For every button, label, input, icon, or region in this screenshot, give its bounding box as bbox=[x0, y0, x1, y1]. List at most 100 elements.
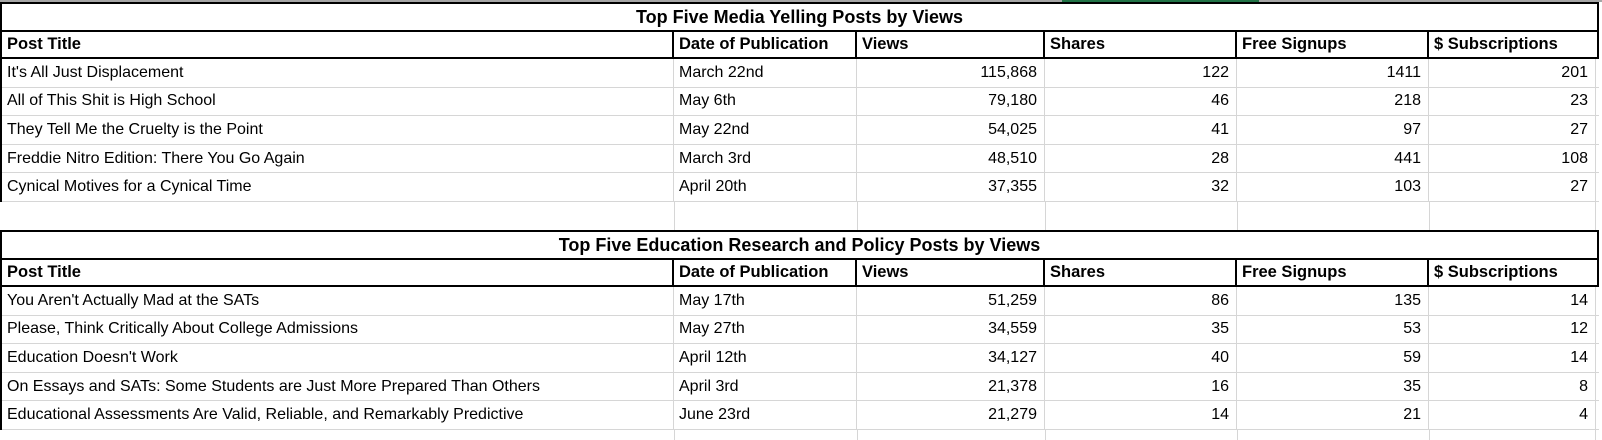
table-title-cell[interactable]: Top Five Education Research and Policy P… bbox=[0, 230, 1599, 260]
table-row: Educational Assessments Are Valid, Relia… bbox=[2, 401, 1599, 430]
cell-shares[interactable]: 14 bbox=[1045, 401, 1237, 429]
cell-date-of-publication[interactable]: March 3rd bbox=[674, 144, 857, 173]
cell-subscriptions[interactable]: 4 bbox=[1429, 401, 1596, 429]
cell-views[interactable]: 21,378 bbox=[857, 372, 1045, 401]
cell-post-title[interactable]: Education Doesn't Work bbox=[2, 344, 674, 372]
cell-subscriptions[interactable]: 14 bbox=[1429, 287, 1596, 315]
table-title-cell[interactable]: Top Five Media Yelling Posts by Views bbox=[0, 2, 1599, 32]
cell-free-signups[interactable]: 53 bbox=[1237, 315, 1429, 344]
cell-views[interactable]: 79,180 bbox=[857, 87, 1045, 116]
header-cell-subscriptions[interactable]: $ Subscriptions bbox=[1434, 35, 1558, 53]
table-row: On Essays and SATs: Some Students are Ju… bbox=[2, 372, 1599, 402]
table-row: Cynical Motives for a Cynical Time April … bbox=[2, 173, 1599, 202]
cell-shares[interactable]: 32 bbox=[1045, 173, 1237, 201]
cell-views[interactable]: 48,510 bbox=[857, 144, 1045, 173]
posts-table: Top Five Education Research and Policy P… bbox=[0, 230, 1599, 430]
cell-views[interactable]: 51,259 bbox=[857, 287, 1045, 315]
gridline bbox=[674, 430, 675, 440]
cell-post-title[interactable]: You Aren't Actually Mad at the SATs bbox=[2, 287, 674, 315]
cell-shares[interactable]: 28 bbox=[1045, 144, 1237, 173]
empty-sheet-row bbox=[0, 430, 1602, 440]
cell-views[interactable]: 34,559 bbox=[857, 315, 1045, 344]
header-cell-free-signups[interactable]: Free Signups bbox=[1237, 260, 1429, 285]
table-rows: You Aren't Actually Mad at the SATs May 1… bbox=[0, 287, 1599, 430]
cell-views[interactable]: 37,355 bbox=[857, 173, 1045, 201]
cell-subscriptions[interactable]: 27 bbox=[1429, 173, 1596, 201]
cell-date-of-publication[interactable]: May 6th bbox=[674, 87, 857, 116]
header-cell-views[interactable]: Views bbox=[857, 32, 1045, 57]
header-cell-shares[interactable]: Shares bbox=[1045, 32, 1237, 57]
cell-free-signups[interactable]: 1411 bbox=[1237, 59, 1429, 87]
gridline bbox=[857, 202, 858, 230]
cell-subscriptions[interactable]: 12 bbox=[1429, 315, 1596, 344]
cell-subscriptions[interactable]: 8 bbox=[1429, 372, 1596, 401]
cell-post-title[interactable]: Please, Think Critically About College A… bbox=[2, 315, 674, 344]
cell-free-signups[interactable]: 135 bbox=[1237, 287, 1429, 315]
gridline bbox=[1595, 430, 1596, 440]
cell-post-title[interactable]: It's All Just Displacement bbox=[2, 59, 674, 87]
cell-date-of-publication[interactable]: April 20th bbox=[674, 173, 857, 201]
cell-shares[interactable]: 46 bbox=[1045, 87, 1237, 116]
table-rows: It's All Just Displacement March 22nd 115,… bbox=[0, 59, 1599, 202]
cell-free-signups[interactable]: 218 bbox=[1237, 87, 1429, 116]
cell-free-signups[interactable]: 21 bbox=[1237, 401, 1429, 429]
header-cell-post-title[interactable]: Post Title bbox=[2, 32, 674, 57]
table-row: All of This Shit is High School May 6th 79… bbox=[2, 87, 1599, 117]
cell-views[interactable]: 54,025 bbox=[857, 116, 1045, 144]
gridline bbox=[1045, 202, 1046, 230]
cell-shares[interactable]: 35 bbox=[1045, 315, 1237, 344]
cell-subscriptions[interactable]: 14 bbox=[1429, 344, 1596, 372]
table-row: You Aren't Actually Mad at the SATs May 1… bbox=[2, 287, 1599, 316]
selection-border-segment bbox=[1062, 0, 1259, 3]
cell-shares[interactable]: 40 bbox=[1045, 344, 1237, 372]
cell-post-title[interactable]: Cynical Motives for a Cynical Time bbox=[2, 173, 674, 201]
table-row: Please, Think Critically About College A… bbox=[2, 315, 1599, 345]
cell-free-signups[interactable]: 97 bbox=[1237, 116, 1429, 144]
cell-date-of-publication[interactable]: April 3rd bbox=[674, 372, 857, 401]
cell-subscriptions[interactable]: 108 bbox=[1429, 144, 1596, 173]
cell-views[interactable]: 115,868 bbox=[857, 59, 1045, 87]
cell-shares[interactable]: 16 bbox=[1045, 372, 1237, 401]
cell-free-signups[interactable]: 35 bbox=[1237, 372, 1429, 401]
gridline bbox=[1237, 202, 1238, 230]
header-cell-shares[interactable]: Shares bbox=[1045, 260, 1237, 285]
header-cell-date-of-publication[interactable]: Date of Publication bbox=[674, 32, 857, 57]
cell-free-signups[interactable]: 441 bbox=[1237, 144, 1429, 173]
gridline bbox=[1429, 202, 1430, 230]
header-cell-subscriptions[interactable]: $ Subscriptions bbox=[1434, 263, 1558, 281]
header-cell-date-of-publication[interactable]: Date of Publication bbox=[674, 260, 857, 285]
cell-views[interactable]: 21,279 bbox=[857, 401, 1045, 429]
cell-shares[interactable]: 122 bbox=[1045, 59, 1237, 87]
posts-table: Top Five Media Yelling Posts by Views Po… bbox=[0, 2, 1599, 202]
cell-post-title[interactable]: On Essays and SATs: Some Students are Ju… bbox=[2, 372, 674, 401]
gridline bbox=[674, 202, 675, 230]
cell-post-title[interactable]: Educational Assessments Are Valid, Relia… bbox=[2, 401, 674, 429]
cell-views[interactable]: 34,127 bbox=[857, 344, 1045, 372]
cell-shares[interactable]: 41 bbox=[1045, 116, 1237, 144]
cell-post-title[interactable]: Freddie Nitro Edition: There You Go Agai… bbox=[2, 144, 674, 173]
cell-subscriptions[interactable]: 201 bbox=[1429, 59, 1596, 87]
cell-post-title[interactable]: They Tell Me the Cruelty is the Point bbox=[2, 116, 674, 144]
cell-subscriptions[interactable]: 27 bbox=[1429, 116, 1596, 144]
table-title: Top Five Media Yelling Posts by Views bbox=[635, 6, 964, 27]
cell-post-title[interactable]: All of This Shit is High School bbox=[2, 87, 674, 116]
cell-free-signups[interactable]: 59 bbox=[1237, 344, 1429, 372]
header-cell-free-signups[interactable]: Free Signups bbox=[1237, 32, 1429, 57]
cell-subscriptions[interactable]: 23 bbox=[1429, 87, 1596, 116]
cell-date-of-publication[interactable]: June 23rd bbox=[674, 401, 857, 429]
cell-date-of-publication[interactable]: March 22nd bbox=[674, 59, 857, 87]
table-row: Education Doesn't Work April 12th 34,127 40… bbox=[2, 344, 1599, 373]
table-row: They Tell Me the Cruelty is the Point May… bbox=[2, 116, 1599, 145]
cell-shares[interactable]: 86 bbox=[1045, 287, 1237, 315]
gridline bbox=[1429, 430, 1430, 440]
empty-sheet-row bbox=[0, 202, 1602, 230]
cell-date-of-publication[interactable]: April 12th bbox=[674, 344, 857, 372]
cell-free-signups[interactable]: 103 bbox=[1237, 173, 1429, 201]
header-cell-post-title[interactable]: Post Title bbox=[2, 260, 674, 285]
table-row: It's All Just Displacement March 22nd 115,… bbox=[2, 59, 1599, 88]
header-cell-views[interactable]: Views bbox=[857, 260, 1045, 285]
cell-date-of-publication[interactable]: May 22nd bbox=[674, 116, 857, 144]
cell-date-of-publication[interactable]: May 27th bbox=[674, 315, 857, 344]
cell-date-of-publication[interactable]: May 17th bbox=[674, 287, 857, 315]
